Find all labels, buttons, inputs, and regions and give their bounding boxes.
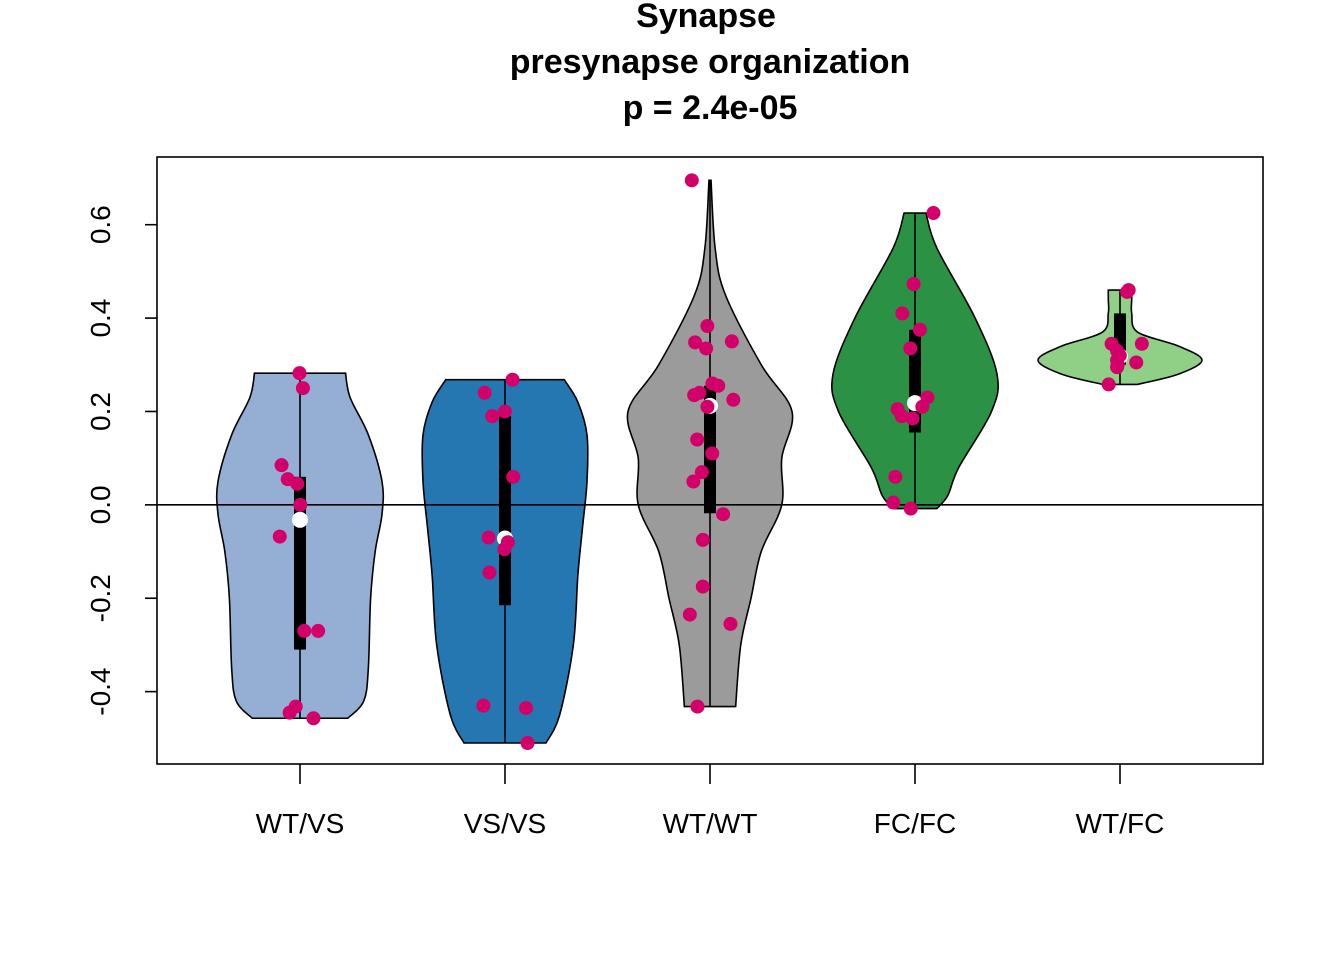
data-point xyxy=(906,277,921,292)
data-point xyxy=(690,699,705,714)
data-point xyxy=(274,458,289,473)
data-point xyxy=(886,495,901,510)
data-point xyxy=(699,341,714,356)
data-point xyxy=(311,623,326,638)
data-point xyxy=(519,700,534,715)
data-point xyxy=(497,404,512,419)
data-point xyxy=(520,735,535,750)
violin-iqr xyxy=(499,416,511,606)
data-point xyxy=(905,411,920,426)
data-point xyxy=(1129,355,1144,370)
violin-group xyxy=(421,378,589,744)
data-point xyxy=(1134,336,1149,351)
violin-group xyxy=(831,212,999,510)
data-point xyxy=(915,399,930,414)
y-tick-label: -0.2 xyxy=(85,574,116,622)
x-tick-label: WT/WT xyxy=(663,808,758,839)
data-point xyxy=(290,476,305,491)
data-point xyxy=(272,529,287,544)
data-point xyxy=(282,705,297,720)
data-point xyxy=(297,623,312,638)
violin-median xyxy=(292,511,308,528)
data-point xyxy=(716,507,731,522)
data-point xyxy=(695,532,710,547)
data-point xyxy=(888,469,903,484)
chart-title: Synapse presynapse organization p = 2.4e… xyxy=(510,0,911,127)
violin-group xyxy=(626,179,794,708)
title-line-3: p = 2.4e-05 xyxy=(623,89,798,127)
data-point xyxy=(903,501,918,516)
data-point xyxy=(726,392,741,407)
data-point xyxy=(682,607,697,622)
data-point xyxy=(694,465,709,480)
data-point xyxy=(723,616,738,631)
data-point xyxy=(700,399,715,414)
data-point xyxy=(481,530,496,545)
data-point xyxy=(1120,284,1135,299)
y-tick-label: 0.2 xyxy=(85,392,116,431)
data-point xyxy=(705,446,720,461)
data-point xyxy=(700,319,715,334)
data-point xyxy=(1101,377,1116,392)
data-point xyxy=(912,322,927,337)
data-point xyxy=(477,385,492,400)
title-line-2: presynapse organization xyxy=(510,43,911,81)
data-point xyxy=(686,474,701,489)
y-tick-label: 0.4 xyxy=(85,299,116,338)
data-point xyxy=(1110,360,1125,375)
data-point xyxy=(505,372,520,387)
data-point xyxy=(482,565,497,580)
x-tick-label: VS/VS xyxy=(464,808,546,839)
data-point xyxy=(292,366,307,381)
violin-group xyxy=(215,372,385,720)
data-point xyxy=(476,698,491,713)
x-tick-label: WT/VS xyxy=(256,808,345,839)
data-point xyxy=(497,542,512,557)
data-point xyxy=(895,306,910,321)
x-tick-label: FC/FC xyxy=(874,808,956,839)
data-point xyxy=(295,381,310,396)
data-point xyxy=(903,341,918,356)
data-point xyxy=(688,335,703,350)
title-line-1: Synapse xyxy=(636,0,776,35)
data-point xyxy=(690,432,705,447)
y-tick-label: 0.0 xyxy=(85,485,116,524)
data-point xyxy=(485,409,500,424)
data-point xyxy=(687,388,702,403)
data-point xyxy=(306,711,321,726)
data-point xyxy=(724,334,739,349)
y-tick-label: 0.6 xyxy=(85,205,116,244)
data-point xyxy=(293,497,308,512)
y-tick-label: -0.4 xyxy=(85,668,116,716)
plot-area: -0.4 -0.2 0.0 0.2 0.4 0.6 WT/VS VS/VS WT/WT FC/FC… xyxy=(85,156,1264,839)
data-point xyxy=(695,579,710,594)
data-point xyxy=(684,173,699,188)
x-tick-label: WT/FC xyxy=(1076,808,1165,839)
data-point xyxy=(926,206,941,221)
data-point xyxy=(711,378,726,393)
data-point xyxy=(506,469,521,484)
data-point xyxy=(894,409,909,424)
